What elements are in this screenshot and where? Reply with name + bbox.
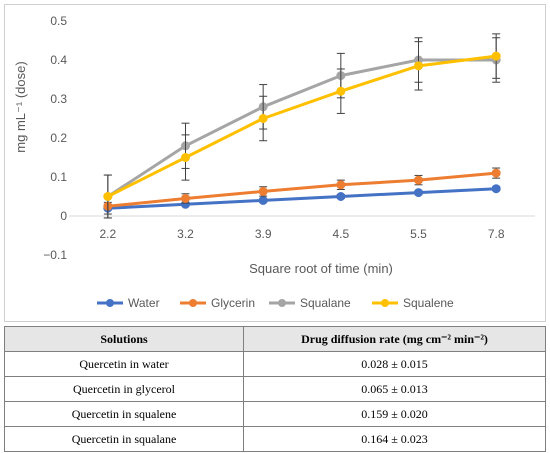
data-point: [491, 168, 501, 178]
y-tick-label: 0: [60, 209, 67, 223]
data-point: [258, 114, 268, 123]
x-axis-ticks: 2.2 3.2 3.9 4.5 5.5 7.8: [99, 227, 504, 241]
series-squalene: [103, 33, 501, 219]
x-tick-label: 2.2: [99, 227, 116, 241]
solution-cell: Quercetin in squalene: [4, 401, 244, 427]
x-tick-label: 5.5: [410, 227, 427, 241]
data-point: [491, 184, 501, 194]
y-tick-label: 0.4: [50, 53, 67, 67]
data-point: [414, 61, 423, 71]
rate-cell: 0.065 ± 0.013: [243, 376, 546, 402]
legend: Water Glycerin Squalane Squalene: [97, 296, 454, 310]
rate-cell: 0.164 ± 0.023: [243, 426, 546, 452]
y-axis-ticks: 0.5 0.4 0.3 0.2 0.1 0 −0.1: [43, 14, 67, 262]
x-tick-label: 3.2: [177, 227, 194, 241]
y-tick-label: 0.2: [50, 131, 67, 145]
legend-label: Glycerin: [211, 296, 255, 310]
diffusion-rate-table: Solutions Drug diffusion rate (mg cm⁻² m…: [4, 326, 546, 452]
column-header-diffusion-rate: Drug diffusion rate (mg cm⁻² min⁻²): [243, 326, 546, 352]
legend-swatch-marker: [381, 299, 389, 307]
table-row: Quercetin in squalane 0.164 ± 0.023: [4, 426, 546, 452]
rate-cell: 0.028 ± 0.015: [243, 351, 546, 377]
table-row: Quercetin in water 0.028 ± 0.015: [4, 351, 546, 377]
chart-panel: 0.5 0.4 0.3 0.2 0.1 0 −0.1 2.2 3.2 3.9 4.5 5.5 7.8 …: [4, 4, 546, 322]
table-row: Quercetin in glycerol 0.065 ± 0.013: [4, 376, 546, 402]
series-layer: [103, 33, 501, 219]
column-header-solutions: Solutions: [4, 326, 244, 352]
data-point: [181, 153, 190, 162]
legend-item-water: Water: [97, 296, 160, 310]
legend-label: Water: [128, 296, 160, 310]
data-point: [414, 188, 423, 198]
solution-cell: Quercetin in glycerol: [4, 376, 244, 402]
data-point: [181, 193, 190, 203]
data-point: [258, 195, 268, 205]
y-tick-label: 0.1: [50, 170, 67, 184]
legend-item-squalane: Squalane: [269, 296, 351, 310]
y-tick-label: −0.1: [43, 248, 67, 262]
series-line: [107, 187, 497, 210]
y-tick-label: 0.3: [50, 92, 67, 106]
x-tick-label: 7.8: [488, 227, 505, 241]
legend-swatch-marker: [106, 299, 114, 307]
table-header-row: Solutions Drug diffusion rate (mg cm⁻² m…: [4, 326, 546, 352]
line-chart: 0.50.40.30.20.10−0.1 2.2 3.2 3.9 4.5 5.5 7.8 …: [13, 14, 535, 310]
legend-label: Squalane: [300, 296, 351, 310]
data-point: [336, 192, 346, 201]
legend-item-squalene: Squalene: [372, 296, 454, 310]
data-point: [491, 51, 501, 61]
data-point: [414, 175, 423, 185]
legend-label: Squalene: [403, 296, 454, 310]
legend-item-glycerin: Glycerin: [180, 296, 255, 310]
solution-cell: Quercetin in water: [4, 351, 244, 377]
solution-cell: Quercetin in squalane: [4, 426, 244, 452]
series-line: [107, 54, 497, 198]
y-tick-label: 0.5: [50, 14, 67, 28]
series-line: [107, 58, 497, 198]
rate-cell: 0.159 ± 0.020: [243, 401, 546, 427]
data-point: [336, 86, 346, 96]
x-axis-title: Square root of time (min): [249, 261, 393, 276]
series-line: [107, 171, 497, 208]
table-row: Quercetin in squalene 0.159 ± 0.020: [4, 401, 546, 427]
y-axis-title: mg mL⁻¹ (dose): [13, 61, 28, 152]
data-point: [258, 186, 268, 196]
x-tick-label: 3.9: [255, 227, 272, 241]
legend-swatch-marker: [278, 299, 286, 307]
data-point: [103, 192, 113, 201]
legend-swatch-marker: [189, 299, 197, 307]
x-tick-label: 4.5: [332, 227, 349, 241]
series-glycerin: [103, 167, 501, 211]
data-point: [336, 180, 346, 190]
